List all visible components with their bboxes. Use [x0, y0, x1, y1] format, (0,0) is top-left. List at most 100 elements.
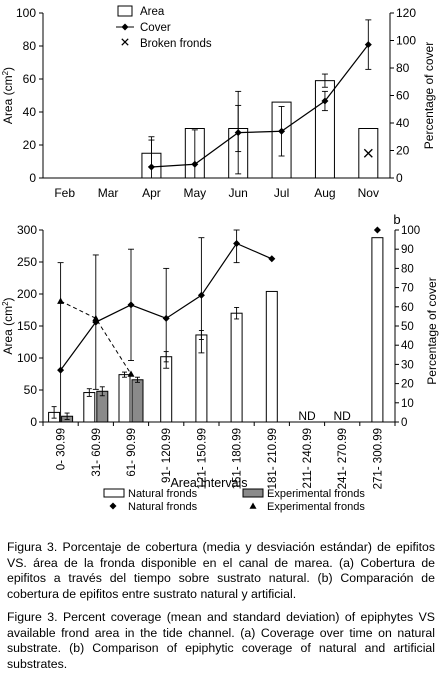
experimental-cover-point [92, 314, 100, 322]
x-tick-label: 121- 150.99 [196, 428, 208, 489]
x-tick-label: Jun [229, 186, 248, 200]
x-tick-label: May [183, 186, 206, 200]
x-axis-title: Area Intervals [170, 476, 247, 490]
x-tick-label: Mar [98, 186, 119, 200]
natural-cover-point [162, 314, 170, 322]
natural-cover-point [197, 291, 205, 299]
y-tick-label: 50 [24, 383, 38, 397]
x-tick-label: 31- 60.99 [91, 428, 103, 477]
y2-tick-label: 80 [401, 263, 414, 275]
cover-point [364, 41, 372, 49]
y2-axis-title: Percentage of cover [425, 277, 439, 384]
y2-tick-label: 0 [401, 417, 407, 429]
natural-area-bar [230, 312, 243, 423]
legend-experimental-line-label: Experimental fronds [267, 501, 365, 513]
y2-tick-label: 80 [396, 61, 410, 75]
legend-area-label: Area [140, 6, 165, 18]
cover-point [147, 163, 155, 171]
caption-spanish: Figura 3. Porcentaje de cobertura (media… [7, 540, 435, 602]
y2-axis-title: Percentage of cover [422, 42, 436, 149]
caption-en-body: Percent coverage (mean and standard devi… [7, 610, 435, 671]
cover-point [321, 97, 329, 105]
x-tick-label: Jul [274, 186, 289, 200]
experimental-cover-point [57, 297, 65, 304]
y2-tick-label: 40 [396, 116, 410, 130]
x-tick-label: 0- 30.99 [56, 428, 68, 470]
caption-es-lead: Figura 3. [7, 540, 58, 554]
y2-tick-label: 100 [401, 225, 420, 237]
y-tick-label: 150 [17, 319, 37, 333]
y2-tick-label: 70 [401, 283, 414, 295]
nd-label: ND [298, 409, 316, 423]
legend-broken-marker [121, 38, 129, 46]
cover-line [151, 44, 369, 168]
y-tick-label: 0 [30, 415, 37, 429]
natural-cover-point [373, 226, 381, 234]
y-axis-title: Area (cm2) [1, 67, 16, 124]
cover-point [191, 160, 199, 168]
caption-en-lead: Figure 3. [7, 610, 58, 624]
y-tick-label: 300 [17, 223, 37, 237]
legend-experimental-bar-swatch [242, 488, 264, 498]
y2-tick-label: 100 [396, 34, 416, 48]
legend-broken-label: Broken fronds [140, 38, 212, 50]
y2-tick-label: 40 [401, 340, 414, 352]
x-tick-label: 61- 90.99 [126, 428, 138, 477]
natural-cover-point [127, 301, 135, 309]
legend-experimental-bar-label: Experimental fronds [267, 488, 365, 500]
y2-tick-label: 10 [401, 398, 414, 410]
y-tick-label: 100 [17, 351, 37, 365]
natural-cover-point [57, 366, 65, 374]
legend-natural-line-marker [109, 502, 117, 510]
y-tick-label: 40 [23, 105, 37, 119]
natural-cover-point [233, 239, 241, 247]
y2-tick-label: 60 [401, 302, 414, 314]
x-tick-label: Nov [358, 186, 379, 200]
y-tick-label: 20 [23, 138, 37, 152]
natural-cover-point [268, 255, 276, 263]
legend-natural-bar-swatch [103, 488, 125, 498]
caption-english: Figure 3. Percent coverage (mean and sta… [7, 610, 435, 672]
natural-area-bar [118, 374, 131, 423]
y2-tick-label: 60 [396, 89, 410, 103]
x-tick-label: 271- 300.99 [372, 428, 384, 489]
y2-tick-label: 120 [396, 6, 416, 20]
y2-tick-label: 0 [396, 171, 403, 185]
chart-panel-b: 0 50 100 150 200 250 300 0 10 20 30 40 50 60 70 80 90 100… [1, 212, 440, 513]
x-tick-label: Apr [142, 186, 161, 200]
y2-tick-label: 30 [401, 359, 414, 371]
panel-label: b [393, 212, 400, 227]
x-tick-label: 91- 120.99 [161, 428, 173, 483]
x-tick-label: Feb [54, 186, 75, 200]
natural-area-bar [371, 237, 384, 423]
legend-natural-bar-label: Natural fronds [128, 488, 198, 500]
y-axis-title: Area (cm2) [1, 297, 16, 354]
broken-fronds-marker [363, 148, 373, 158]
chart-panel-a: 0 20 40 60 80 100 0 20 40 60 80 100 120 Feb Mar Apr May J… [1, 5, 436, 200]
y-tick-label: 60 [23, 72, 37, 86]
natural-area-bar [83, 392, 96, 423]
y2-tick-label: 20 [396, 144, 410, 158]
x-tick-label: Aug [314, 186, 335, 200]
nd-label: ND [334, 409, 352, 423]
natural-area-bar [265, 290, 278, 423]
y2-tick-label: 90 [401, 244, 414, 256]
experimental-cover-point [127, 370, 135, 377]
y2-tick-label: 50 [401, 321, 414, 333]
y-tick-label: 200 [17, 287, 37, 301]
y-tick-label: 0 [29, 171, 36, 185]
x-tick-label: 241- 270.99 [337, 428, 349, 489]
legend-cover-marker [121, 23, 129, 31]
legend-experimental-line-marker [249, 502, 257, 509]
y-tick-label: 80 [23, 39, 37, 53]
caption-es-body: Porcentaje de cobertura (media y desviac… [7, 540, 435, 601]
y2-tick-label: 20 [401, 379, 414, 391]
legend-natural-line-label: Natural fronds [128, 501, 198, 513]
experimental-area-bar [131, 379, 144, 423]
x-tick-label: 151- 180.99 [232, 428, 244, 489]
legend-area-swatch [117, 5, 133, 17]
y-tick-label: 250 [17, 255, 37, 269]
legend-cover-label: Cover [140, 22, 171, 34]
y-tick-label: 100 [16, 6, 36, 20]
